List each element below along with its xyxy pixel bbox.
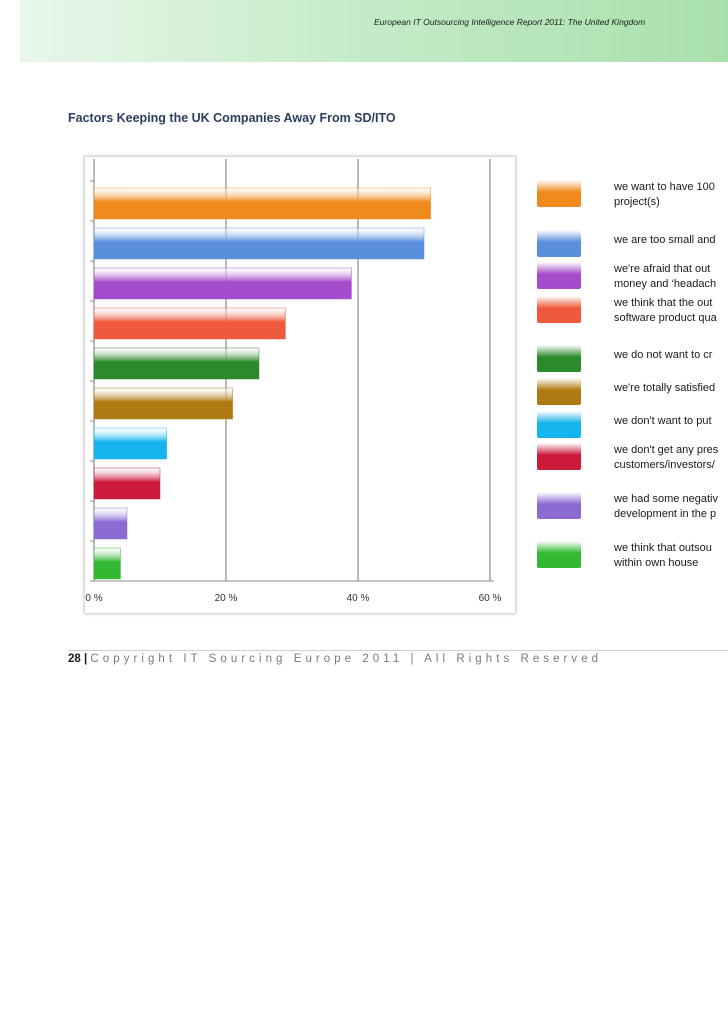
x-tick-label: 60 % xyxy=(479,593,502,604)
bar xyxy=(93,227,425,260)
bar xyxy=(93,467,161,500)
legend-label: we want to have 100 project(s) xyxy=(614,180,728,210)
legend-label-line: we're totally satisfied xyxy=(614,382,716,394)
legend-label-line: software product qua xyxy=(614,312,717,324)
legend-label-line: project(s) xyxy=(614,196,660,208)
legend-label-line: we don't get any pres xyxy=(614,444,719,456)
legend-swatch xyxy=(537,541,581,568)
legend-swatch xyxy=(537,443,581,470)
legend-label: we had some negativ development in the p xyxy=(614,492,728,522)
legend-label: we don't get any pres customers/investors… xyxy=(614,443,728,473)
bar xyxy=(93,507,128,540)
legend-label-line: we don't want to put xyxy=(614,415,712,427)
legend-swatch xyxy=(537,378,581,405)
legend-label-line: development in the p xyxy=(614,508,717,520)
page-number: 28 | xyxy=(68,653,88,665)
x-tick-label: 0 % xyxy=(85,593,102,604)
bar xyxy=(93,307,286,340)
legend-label-line: we're afraid that out xyxy=(614,263,711,275)
report-header-title: European IT Outsourcing Intelligence Rep… xyxy=(374,17,646,27)
legend-swatch xyxy=(537,230,581,257)
bar xyxy=(93,547,121,580)
bar xyxy=(93,427,167,460)
legend-label-line: we are too small and xyxy=(614,234,716,246)
x-tick-label: 40 % xyxy=(347,593,370,604)
legend-swatch xyxy=(537,262,581,289)
legend-swatch xyxy=(537,492,581,519)
legend-label: we're afraid that out money and ‘headach xyxy=(614,262,728,292)
legend-label-line: we think that outsou xyxy=(614,542,712,554)
legend-label-line: money and ‘headach xyxy=(614,278,717,290)
legend-label-line: we had some negativ xyxy=(614,493,718,505)
legend-label: we are too small and xyxy=(614,233,728,248)
legend-label: we're totally satisfied xyxy=(614,381,728,396)
x-tick-label: 20 % xyxy=(215,593,238,604)
legend-label: we think that outsou within own house xyxy=(614,541,728,571)
page-footer: 28 | Copyright IT Sourcing Europe 2011 |… xyxy=(68,653,602,665)
bar-chart-plot: 0 % 20 % 40 % 60 % xyxy=(85,159,502,604)
legend-swatch xyxy=(537,180,581,207)
legend-swatch xyxy=(537,296,581,323)
copyright-text: Copyright IT Sourcing Europe 2011 | All … xyxy=(90,653,603,665)
section-title: Factors Keeping the UK Companies Away Fr… xyxy=(68,111,396,125)
legend-label: we think that the out software product qu… xyxy=(614,296,728,326)
legend-label-line: we want to have 100 xyxy=(614,181,715,193)
legend-label: we do not want to cr xyxy=(614,348,728,363)
bar-chart: 0 % 20 % 40 % 60 % xyxy=(84,156,516,614)
bar xyxy=(93,187,432,220)
bar xyxy=(93,267,352,300)
bar xyxy=(93,387,234,420)
legend-swatch xyxy=(537,411,581,438)
legend-label-line: customers/investors/ xyxy=(614,459,715,471)
legend-label-line: we do not want to cr xyxy=(614,349,713,361)
legend-label: we don't want to put xyxy=(614,414,728,429)
footer-divider xyxy=(68,650,728,651)
legend-swatch xyxy=(537,345,581,372)
legend-label-line: we think that the out xyxy=(614,297,713,309)
bar xyxy=(93,347,260,380)
legend-label-line: within own house xyxy=(614,557,699,569)
chart-legend: we want to have 100 project(s) we are too … xyxy=(537,0,728,650)
page-header: European IT Outsourcing Intelligence Rep… xyxy=(20,0,728,62)
